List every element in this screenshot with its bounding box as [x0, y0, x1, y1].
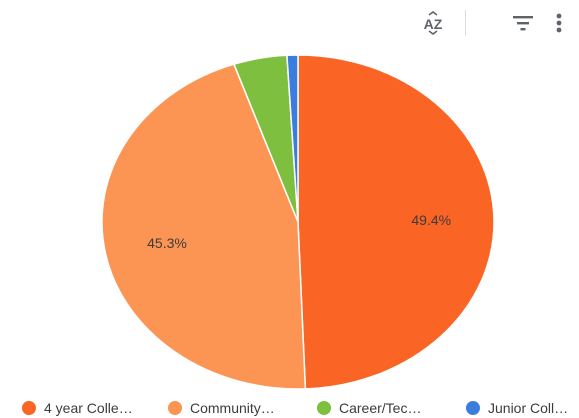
pie-chart: 49.4% 45.3% [101, 54, 495, 390]
sort-az-text: AZ [424, 16, 443, 32]
pie-slice-1[interactable] [101, 63, 307, 390]
slice-data-label-1: 45.3% [147, 235, 187, 251]
legend-swatch [317, 401, 331, 415]
legend-label: Community… [190, 400, 275, 416]
legend-label: Junior Coll… [488, 400, 569, 416]
legend-item-0[interactable]: 4 year Colle… [22, 398, 133, 418]
pie-slice-0[interactable] [297, 54, 495, 390]
slice-data-label-0: 49.4% [411, 212, 451, 228]
legend-label: 4 year Colle… [44, 400, 133, 416]
legend-item-1[interactable]: Community… [168, 398, 275, 418]
legend-label: Career/Tec… [339, 400, 422, 416]
legend-item-2[interactable]: Career/Tec… [317, 398, 421, 418]
legend-swatch [22, 401, 36, 415]
more-options-button[interactable] [547, 8, 571, 38]
pie-slice-3[interactable] [286, 54, 299, 223]
chart-toolbar: AZ [379, 8, 579, 38]
filter-lines-icon [513, 16, 533, 31]
sort-az-icon: AZ [424, 11, 443, 35]
legend-swatch [466, 401, 480, 415]
legend-item-3[interactable]: Junior Coll… [466, 398, 568, 418]
chart-legend: 4 year Colle… Community… Career/Tec… Junior… [0, 398, 579, 418]
toolbar-divider [465, 10, 466, 36]
more-vert-icon [556, 13, 562, 33]
legend-swatch [168, 401, 182, 415]
sort-button[interactable]: AZ [418, 8, 448, 38]
filter-button[interactable] [508, 8, 538, 38]
